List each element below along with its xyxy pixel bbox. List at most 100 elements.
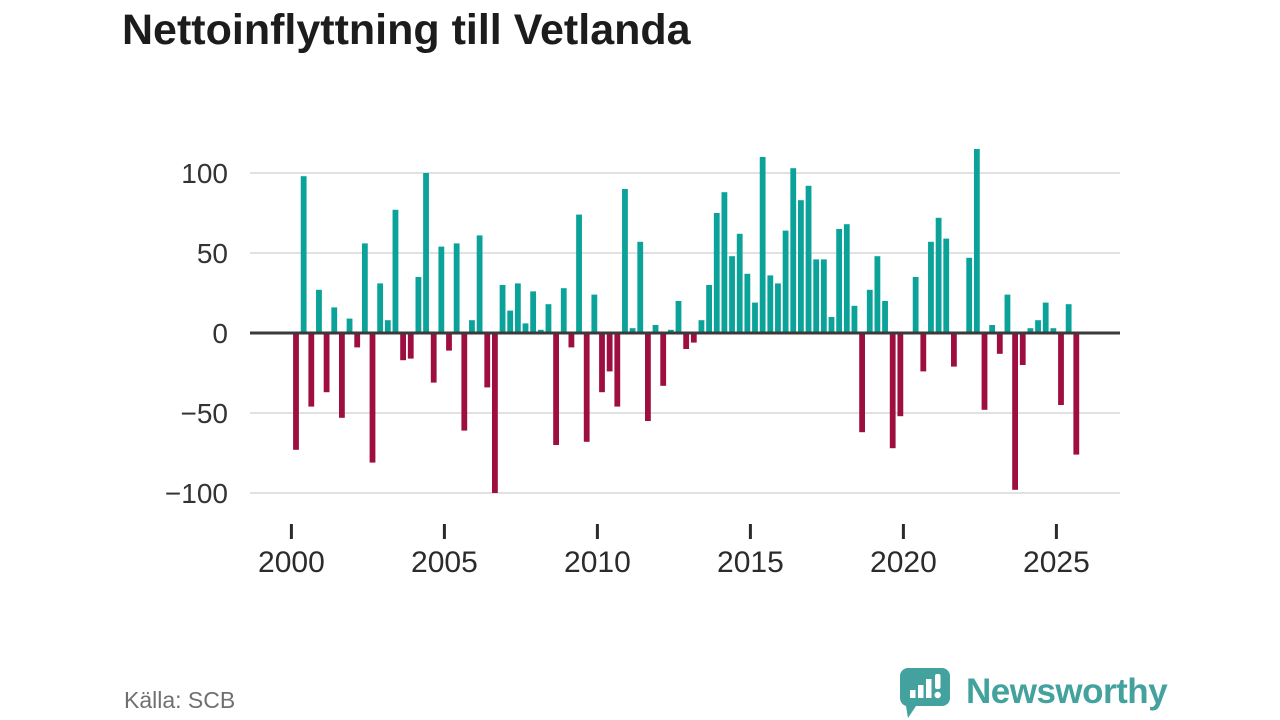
bar <box>331 307 338 333</box>
bar <box>790 168 797 333</box>
bar <box>843 224 850 333</box>
bar <box>759 157 766 333</box>
x-tick-label: 2000 <box>258 546 325 579</box>
y-tick-label: 0 <box>212 318 228 349</box>
bar <box>438 246 445 333</box>
bar <box>1004 294 1011 333</box>
bar <box>492 333 498 493</box>
bar <box>935 217 942 333</box>
page-title: Nettoinflyttning till Vetlanda <box>122 6 691 54</box>
bar <box>308 333 315 407</box>
bar <box>729 256 735 333</box>
bar <box>744 273 751 333</box>
bar <box>1042 302 1049 333</box>
y-tick-label: −100 <box>165 478 228 509</box>
logo-exclamation-stem <box>935 674 941 689</box>
bar <box>798 200 804 333</box>
logo-bar-2 <box>918 685 924 698</box>
bar <box>782 230 789 333</box>
bar <box>461 333 468 431</box>
bar <box>354 333 361 348</box>
bar <box>400 333 406 361</box>
bar <box>836 229 843 333</box>
bar <box>339 333 345 418</box>
bar <box>721 192 728 333</box>
bar <box>851 305 858 333</box>
bar <box>775 283 781 333</box>
y-tick-label: 100 <box>181 158 228 189</box>
bar <box>377 283 384 333</box>
bar <box>637 241 644 333</box>
bar <box>553 333 559 445</box>
bar <box>951 333 957 367</box>
bar <box>453 243 460 333</box>
bar <box>813 259 820 333</box>
bar <box>752 302 758 333</box>
logo-bar-3 <box>926 679 932 698</box>
bar <box>560 288 567 333</box>
bar <box>928 241 934 333</box>
bar <box>1073 333 1080 455</box>
bar <box>996 333 1003 354</box>
bar <box>446 333 452 351</box>
bar <box>629 328 636 333</box>
bar <box>683 333 690 349</box>
bar <box>1035 320 1041 333</box>
x-tick-label: 2015 <box>717 546 784 579</box>
bar <box>667 329 674 333</box>
bar <box>522 323 529 333</box>
bar <box>866 289 873 333</box>
bar <box>568 333 575 348</box>
bar <box>423 173 429 333</box>
bar <box>484 333 491 388</box>
bar <box>316 289 322 333</box>
bar <box>690 333 697 343</box>
logo-bar-1 <box>910 690 916 698</box>
bar <box>1065 304 1072 333</box>
bar <box>1058 333 1064 405</box>
x-tick-label: 2025 <box>1023 546 1090 579</box>
bar <box>514 283 521 333</box>
bar <box>614 333 621 407</box>
bar <box>599 333 605 393</box>
x-tick-label: 2005 <box>411 546 478 579</box>
bar <box>981 333 988 410</box>
bar <box>583 333 590 442</box>
bar <box>346 318 353 333</box>
bar <box>1027 328 1034 333</box>
bar <box>530 291 537 333</box>
bar <box>323 333 330 393</box>
bar <box>369 333 376 463</box>
bar <box>805 185 812 333</box>
bar <box>430 333 437 383</box>
newsworthy-logo-text: Newsworthy <box>966 672 1168 711</box>
newsworthy-logo-icon <box>900 668 950 718</box>
bar <box>698 320 705 333</box>
bar <box>874 256 881 333</box>
bar <box>361 243 368 333</box>
bar <box>675 301 682 333</box>
bar <box>859 333 865 433</box>
bar <box>652 325 659 333</box>
bar <box>828 317 835 333</box>
bar <box>943 238 950 333</box>
bar <box>660 333 667 386</box>
bar <box>591 294 598 333</box>
bar <box>920 333 927 372</box>
y-tick-label: −50 <box>181 398 229 429</box>
bar <box>889 333 896 449</box>
bar <box>767 275 774 333</box>
bar <box>1012 333 1018 490</box>
bar <box>392 209 399 333</box>
x-tick-label: 2020 <box>870 546 937 579</box>
bar <box>622 189 628 333</box>
bar <box>499 285 506 333</box>
bar <box>537 329 544 333</box>
bar <box>989 325 996 333</box>
logo-exclamation-dot <box>934 691 941 699</box>
bar <box>882 301 888 333</box>
bar <box>300 176 307 333</box>
